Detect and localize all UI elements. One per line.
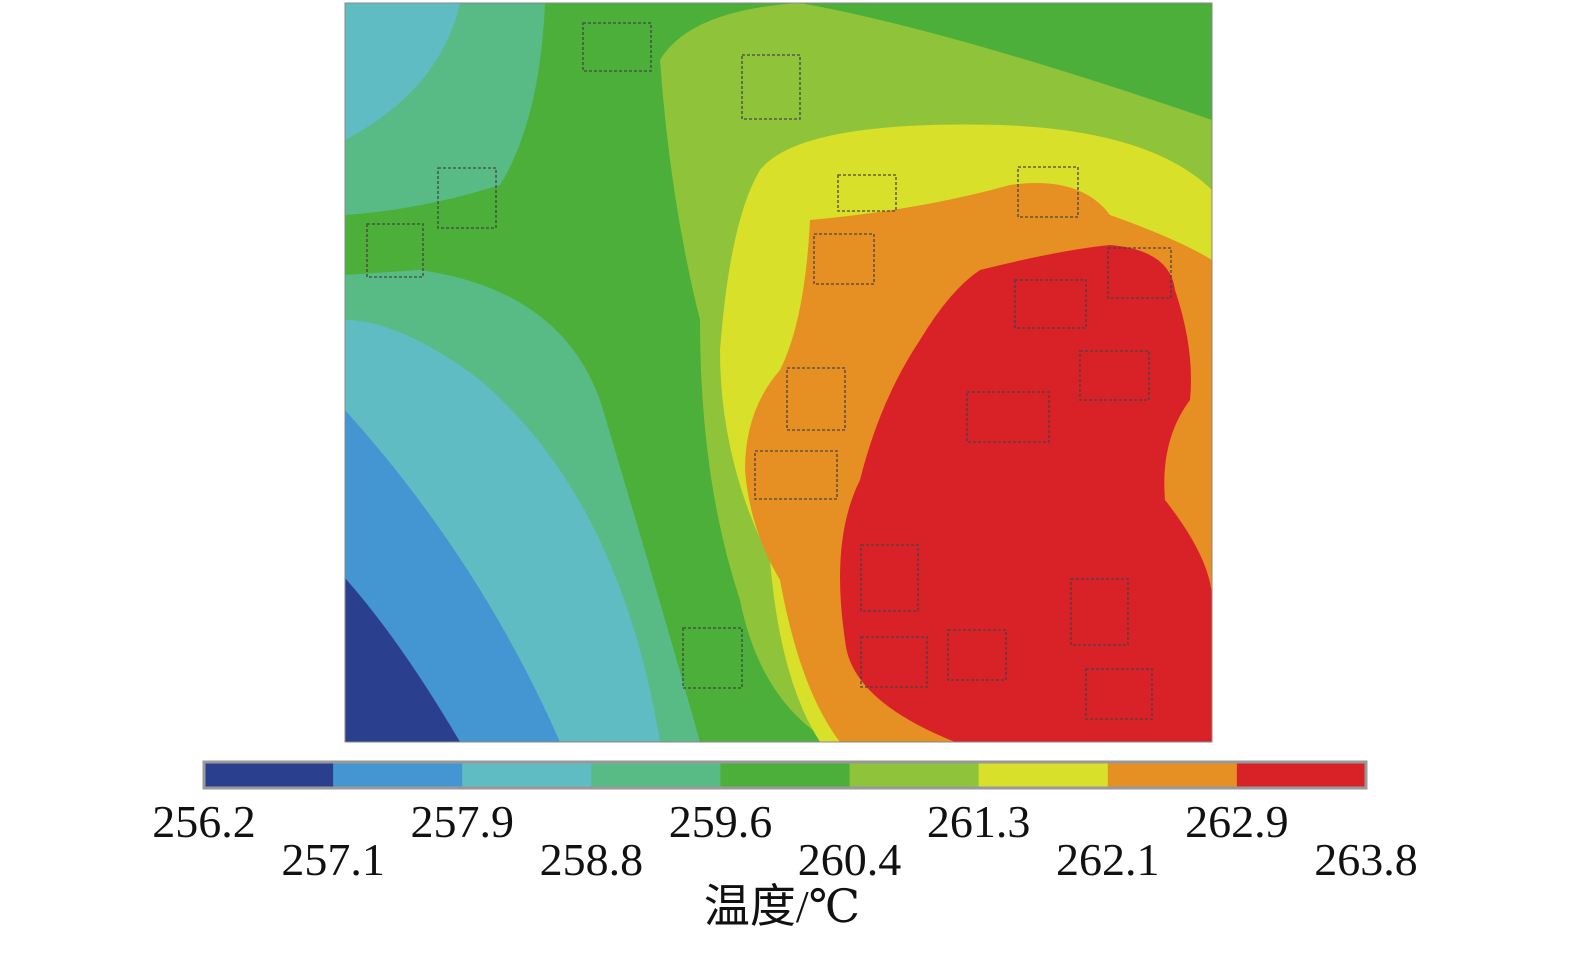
colorbar-tick-label: 258.8 — [540, 834, 644, 885]
colorbar-tick-label: 257.1 — [281, 834, 385, 885]
components — [366, 22, 1172, 720]
colorbar-segment — [720, 762, 851, 788]
colorbar-tick-label: 257.9 — [410, 796, 514, 847]
colorbar-tick-label: 261.3 — [927, 796, 1031, 847]
colorbar-segment — [1107, 762, 1238, 788]
colorbar-segment — [978, 762, 1109, 788]
plot-frame — [344, 2, 1213, 743]
colorbar-tick-label: 256.2 — [152, 796, 256, 847]
colorbar-segment — [204, 762, 334, 788]
contour-map — [345, 3, 1212, 742]
colorbar-tick-label: 263.8 — [1314, 834, 1418, 885]
colorbar-segment — [333, 762, 463, 788]
contour-region — [840, 245, 1212, 742]
colorbar: 256.2 257.1 257.9 258.8 259.6 260.4 261.3 262.1… — [152, 762, 1418, 885]
colorbar-segment — [462, 762, 592, 788]
colorbar-tick-label: 260.4 — [798, 834, 902, 885]
colorbar-tick-label: 259.6 — [669, 796, 773, 847]
colorbar-tick-label: 262.9 — [1185, 796, 1289, 847]
colorbar-tick-label: 262.1 — [1056, 834, 1160, 885]
colorbar-segment — [1236, 762, 1367, 788]
colorbar-segment — [849, 762, 980, 788]
colorbar-label: 温度/℃ — [704, 881, 860, 932]
colorbar-segment — [591, 762, 721, 788]
colorbar-frame — [202, 760, 1368, 790]
